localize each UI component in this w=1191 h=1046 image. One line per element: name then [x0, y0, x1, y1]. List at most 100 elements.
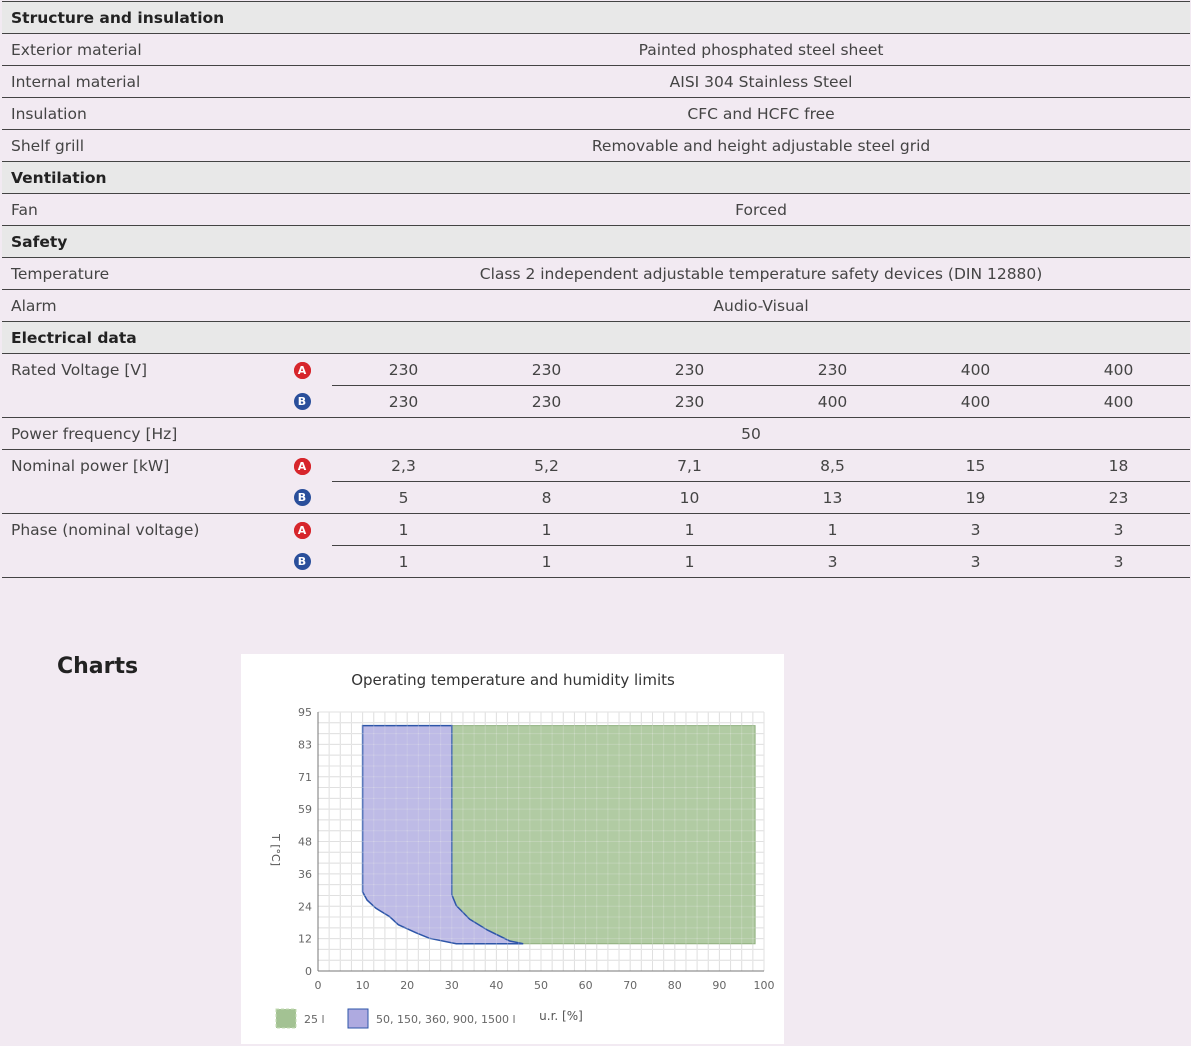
value-cell: 230 — [332, 353, 475, 386]
row-label: Nominal power [kW] — [11, 456, 170, 475]
value-cell: 230 — [332, 385, 475, 418]
phase-row-a: Phase (nominal voltage) A 1 1 1 1 3 3 — [2, 513, 1191, 546]
badge-a-icon: A — [293, 457, 311, 475]
voltage-row-b: B 230 230 230 400 400 400 — [2, 385, 1191, 418]
legend-label: 25 l — [304, 1013, 325, 1026]
row-value: CFC and HCFC free — [332, 97, 1191, 130]
value-cell: 3 — [904, 545, 1047, 578]
x-tick-label: 10 — [356, 979, 370, 992]
axes: 0 10 20 30 40 50 60 70 80 90 100 0 12 24 36 48 59 71 83 95 — [298, 706, 775, 992]
y-tick-label: 71 — [298, 771, 312, 784]
frequency-row: Power frequency [Hz] 50 — [2, 417, 1191, 450]
x-tick-label: 60 — [579, 979, 593, 992]
value-cell: 1 — [618, 513, 761, 546]
section-safety: Safety — [2, 225, 1191, 258]
value-cell: 15 — [904, 449, 1047, 482]
value-cell: 1 — [761, 513, 904, 546]
row-value: Removable and height adjustable steel gr… — [332, 129, 1191, 162]
x-axis-label: u.r. [%] — [539, 1009, 583, 1023]
x-tick-label: 80 — [668, 979, 682, 992]
value-cell: 1 — [332, 545, 475, 578]
row-label: Rated Voltage [V] — [11, 360, 148, 379]
value-cell: 400 — [1047, 385, 1191, 418]
row-value: 50 — [332, 417, 1191, 450]
row-value: Painted phosphated steel sheet — [332, 33, 1191, 66]
row-label: Power frequency [Hz] — [2, 417, 272, 450]
badge-a-icon: A — [293, 521, 311, 539]
legend: 25 l 50, 150, 360, 900, 1500 l — [275, 1008, 516, 1029]
section-electrical: Electrical data — [2, 321, 1191, 354]
row-label: Phase (nominal voltage) — [11, 520, 200, 539]
x-tick-label: 50 — [534, 979, 548, 992]
section-title: Structure and insulation — [2, 1, 1191, 34]
value-cell: 230 — [761, 353, 904, 386]
y-axis-label: T [°C] — [269, 833, 282, 866]
value-cell: 19 — [904, 481, 1047, 514]
value-cell: 8,5 — [761, 449, 904, 482]
x-tick-label: 30 — [445, 979, 459, 992]
value-cell: 10 — [618, 481, 761, 514]
y-tick-label: 0 — [305, 965, 312, 978]
legend-swatch — [347, 1008, 369, 1029]
row-label: Alarm — [2, 289, 272, 322]
badge-b-icon: B — [293, 489, 311, 507]
row-label: Insulation — [2, 97, 272, 130]
value-cell: 230 — [618, 385, 761, 418]
row-label: Internal material — [2, 65, 272, 98]
charts-heading: Charts — [57, 654, 139, 679]
value-cell: 400 — [904, 385, 1047, 418]
x-tick-label: 90 — [712, 979, 726, 992]
badge-b-icon: B — [293, 393, 311, 411]
power-row-a: Nominal power [kW] A 2,3 5,2 7,1 8,5 15 … — [2, 449, 1191, 482]
x-tick-label: 100 — [754, 979, 775, 992]
spec-row: Fan Forced — [2, 193, 1191, 226]
value-cell: 2,3 — [332, 449, 475, 482]
legend-swatch — [275, 1008, 297, 1029]
section-ventilation: Ventilation — [2, 161, 1191, 194]
chart-panel: Operating temperature and humidity limit… — [241, 654, 784, 1044]
section-structure: Structure and insulation — [2, 1, 1191, 34]
x-tick-label: 70 — [623, 979, 637, 992]
voltage-row-a: Rated Voltage [V] A 230 230 230 230 400 … — [2, 353, 1191, 386]
value-cell: 3 — [1047, 513, 1191, 546]
y-tick-label: 48 — [298, 836, 312, 849]
section-title: Electrical data — [2, 321, 1191, 354]
value-cell: 1 — [618, 545, 761, 578]
spec-row: Internal material AISI 304 Stainless Ste… — [2, 65, 1191, 98]
y-tick-label: 24 — [298, 900, 312, 913]
area-series-0 — [451, 725, 756, 945]
value-cell: 1 — [332, 513, 475, 546]
value-cell: 3 — [1047, 545, 1191, 578]
spec-row: Exterior material Painted phosphated ste… — [2, 33, 1191, 66]
row-value: Forced — [332, 193, 1191, 226]
y-tick-label: 12 — [298, 933, 312, 946]
x-tick-label: 40 — [489, 979, 503, 992]
value-cell: 230 — [475, 353, 618, 386]
chart-title: Operating temperature and humidity limit… — [351, 671, 675, 689]
y-tick-label: 95 — [298, 706, 312, 719]
power-row-b: B 5 8 10 13 19 23 — [2, 481, 1191, 514]
value-cell: 18 — [1047, 449, 1191, 482]
value-cell: 1 — [475, 545, 618, 578]
phase-row-b: B 1 1 1 3 3 3 — [2, 545, 1191, 578]
row-label: Temperature — [2, 257, 272, 290]
badge-b-icon: B — [293, 553, 311, 571]
value-cell: 400 — [761, 385, 904, 418]
value-cell: 5,2 — [475, 449, 618, 482]
y-tick-label: 83 — [298, 738, 312, 751]
row-label: Shelf grill — [2, 129, 272, 162]
x-tick-label: 0 — [315, 979, 322, 992]
value-cell: 23 — [1047, 481, 1191, 514]
value-cell: 400 — [904, 353, 1047, 386]
row-value: AISI 304 Stainless Steel — [332, 65, 1191, 98]
legend-label: 50, 150, 360, 900, 1500 l — [376, 1013, 516, 1026]
temperature-humidity-chart: Operating temperature and humidity limit… — [269, 671, 775, 1029]
value-cell: 230 — [475, 385, 618, 418]
y-tick-label: 59 — [298, 803, 312, 816]
areas — [317, 711, 765, 972]
value-cell: 400 — [1047, 353, 1191, 386]
row-value: Class 2 independent adjustable temperatu… — [332, 257, 1191, 290]
section-title: Safety — [2, 225, 1191, 258]
row-label: Exterior material — [2, 33, 272, 66]
area-series-1 — [361, 724, 524, 945]
